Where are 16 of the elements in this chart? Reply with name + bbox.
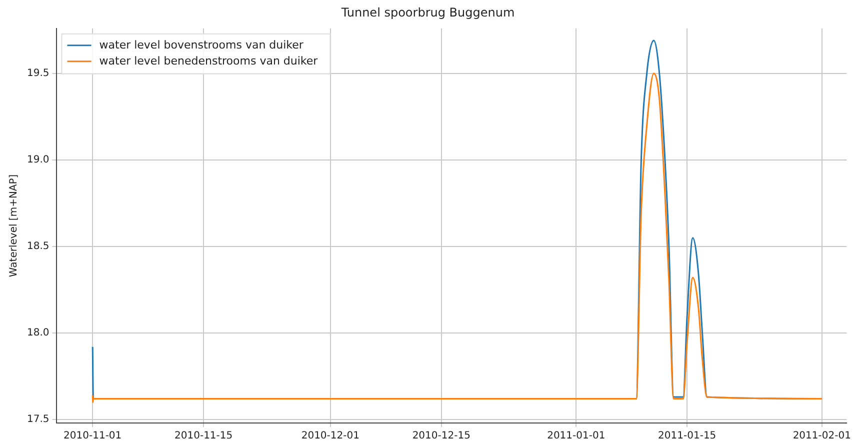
- y-tick-label: 18.0: [27, 328, 50, 339]
- y-tick-label: 19.5: [27, 68, 50, 79]
- x-tick-label: 2010-11-01: [64, 430, 122, 442]
- legend-label: water level benedenstrooms van duiker: [99, 54, 318, 68]
- chart-title: Tunnel spoorbrug Buggenum: [340, 5, 515, 20]
- y-tick-label: 18.5: [27, 241, 50, 252]
- y-tick-label: 17.5: [27, 414, 50, 426]
- x-tick-label: 2010-12-15: [412, 430, 470, 442]
- x-tick-label: 2011-01-15: [658, 430, 716, 442]
- x-tick-label: 2011-02-01: [792, 430, 851, 442]
- y-tick-label: 19.0: [27, 154, 50, 166]
- x-tick-label: 2010-11-15: [174, 430, 233, 442]
- x-tick-label: 2011-01-01: [547, 430, 606, 442]
- y-axis-title: Waterlevel [m+NAP]: [8, 174, 20, 278]
- x-tick-label: 2010-12-01: [301, 430, 360, 442]
- legend-label: water level bovenstrooms van duiker: [99, 38, 304, 52]
